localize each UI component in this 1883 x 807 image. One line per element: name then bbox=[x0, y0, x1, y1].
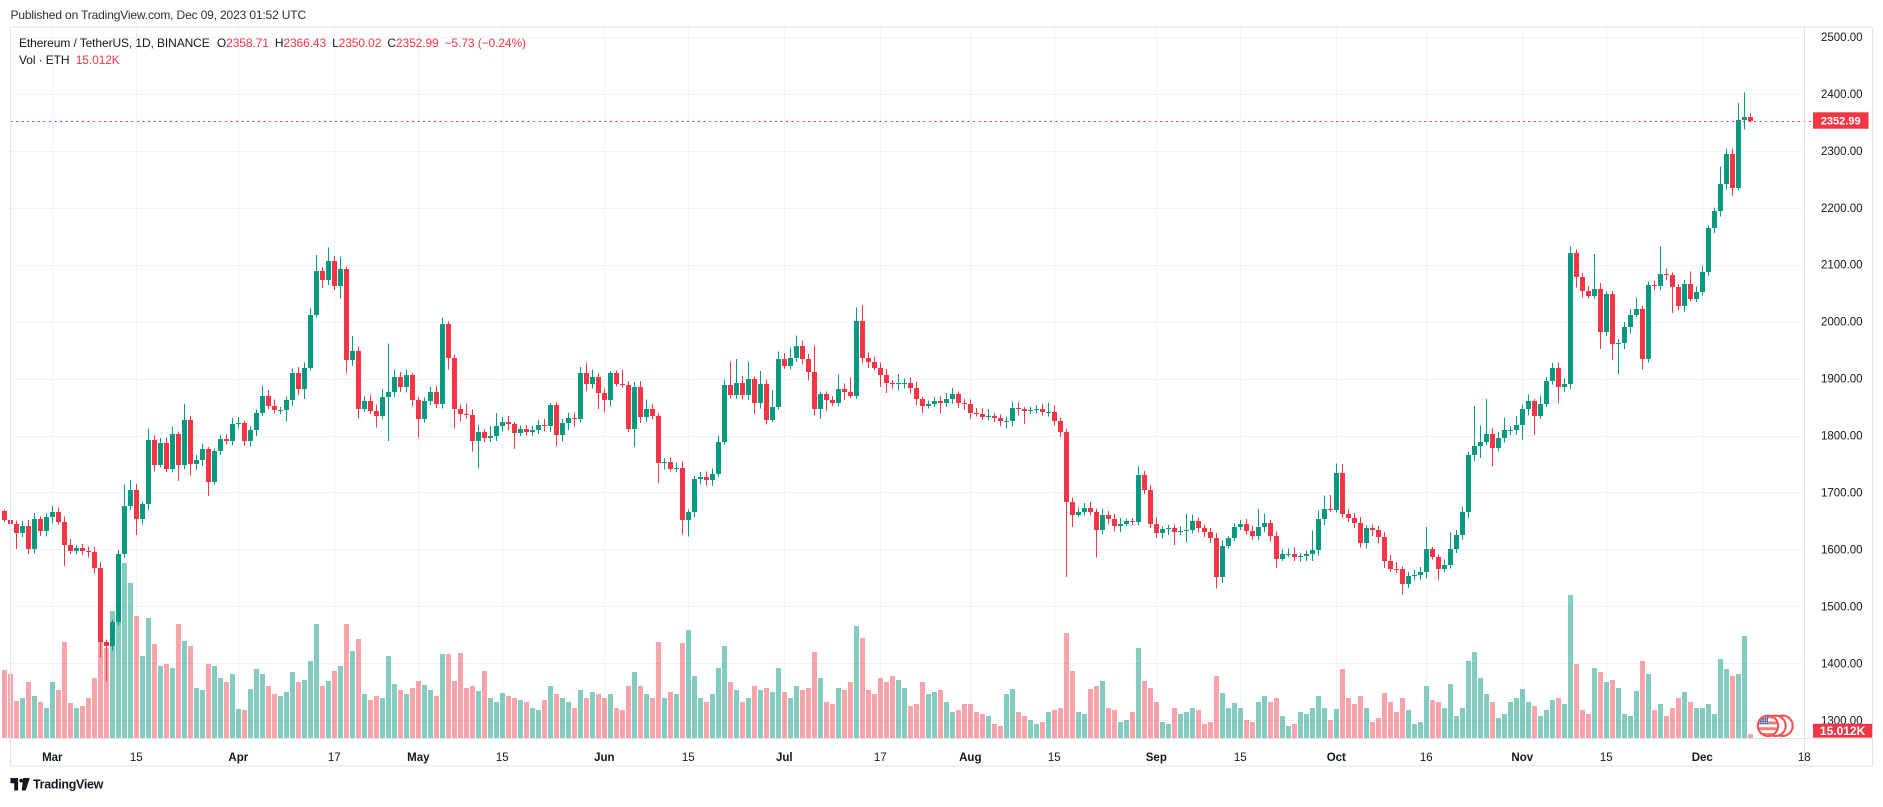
svg-text:Nov: Nov bbox=[1511, 752, 1533, 764]
svg-text:1700.00: 1700.00 bbox=[1821, 488, 1863, 500]
svg-text:15: 15 bbox=[130, 752, 143, 764]
svg-text:Dec: Dec bbox=[1692, 752, 1714, 764]
svg-text:Jul: Jul bbox=[776, 752, 793, 764]
svg-text:18: 18 bbox=[1798, 752, 1811, 764]
svg-text:2400.00: 2400.00 bbox=[1821, 89, 1863, 101]
svg-text:1500.00: 1500.00 bbox=[1821, 601, 1863, 613]
svg-text:15.012K: 15.012K bbox=[1820, 724, 1866, 738]
svg-text:2352.99: 2352.99 bbox=[1821, 116, 1861, 128]
svg-text:Vol · ETH 15.012K: Vol · ETH 15.012K bbox=[19, 53, 120, 67]
svg-text:Published on TradingView.com,: Published on TradingView.com, Dec 09, 20… bbox=[11, 8, 307, 22]
svg-text:15: 15 bbox=[1234, 752, 1247, 764]
svg-text:TradingView: TradingView bbox=[33, 778, 104, 792]
svg-text:2500.00: 2500.00 bbox=[1821, 32, 1863, 44]
svg-text:15: 15 bbox=[496, 752, 509, 764]
svg-text:15: 15 bbox=[1048, 752, 1061, 764]
svg-text:Aug: Aug bbox=[959, 752, 981, 764]
svg-text:Oct: Oct bbox=[1327, 752, 1346, 764]
svg-text:1900.00: 1900.00 bbox=[1821, 374, 1863, 386]
svg-text:2200.00: 2200.00 bbox=[1821, 203, 1863, 215]
svg-text:15: 15 bbox=[1600, 752, 1613, 764]
svg-text:Apr: Apr bbox=[228, 752, 248, 764]
svg-text:Mar: Mar bbox=[42, 752, 63, 764]
svg-text:Jun: Jun bbox=[594, 752, 614, 764]
svg-text:1400.00: 1400.00 bbox=[1821, 658, 1863, 670]
svg-text:15: 15 bbox=[682, 752, 695, 764]
svg-text:Sep: Sep bbox=[1146, 752, 1167, 764]
svg-text:2000.00: 2000.00 bbox=[1821, 317, 1863, 329]
svg-text:17: 17 bbox=[874, 752, 887, 764]
svg-text:2100.00: 2100.00 bbox=[1821, 260, 1863, 272]
svg-text:May: May bbox=[407, 752, 430, 764]
svg-text:2300.00: 2300.00 bbox=[1821, 146, 1863, 158]
svg-text:1600.00: 1600.00 bbox=[1821, 544, 1863, 556]
svg-text:16: 16 bbox=[1420, 752, 1433, 764]
svg-text:1800.00: 1800.00 bbox=[1821, 431, 1863, 443]
svg-text:17: 17 bbox=[328, 752, 341, 764]
